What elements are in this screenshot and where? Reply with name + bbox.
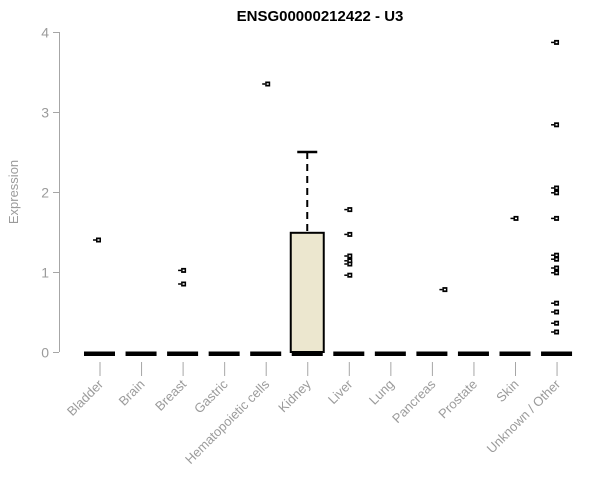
outlier-point-center [443, 288, 446, 291]
outlier-point-center [555, 302, 558, 304]
outlier-point-center [555, 311, 558, 313]
outlier-point-center [555, 322, 558, 324]
outlier-point-center [182, 283, 185, 285]
outlier-point-center [515, 217, 517, 220]
median-bar [250, 351, 282, 356]
outlier-point-center [348, 274, 351, 276]
x-tick-label: Prostate [435, 377, 480, 422]
outlier-tick [439, 288, 443, 291]
outlier-point-center [555, 217, 558, 220]
outlier-point-center [555, 267, 558, 269]
outlier-point-center [555, 272, 558, 274]
median-bar [416, 351, 448, 356]
outlier-point-center [555, 192, 558, 194]
outlier-tick [551, 41, 555, 44]
outlier-tick [551, 254, 555, 256]
outlier-point-center [348, 233, 351, 236]
y-tick-label: 1 [41, 265, 49, 281]
x-tick-label: Unknown / Other [484, 376, 564, 456]
outlier-point-center [555, 258, 558, 260]
median-bar [541, 351, 573, 356]
outlier-point-center [182, 269, 185, 272]
x-tick-label: Skin [493, 377, 521, 405]
outlier-tick [551, 187, 555, 189]
y-tick-label: 3 [41, 105, 49, 121]
x-tick-label: Liver [325, 376, 356, 407]
median-bar [208, 351, 240, 356]
outlier-tick [178, 269, 182, 272]
outlier-point-center [555, 41, 558, 44]
outlier-tick [551, 192, 555, 194]
outlier-tick [551, 302, 555, 304]
outlier-point-center [555, 187, 558, 189]
x-tick-label: Brain [116, 377, 148, 409]
median-bar [84, 351, 115, 356]
outlier-point-center [266, 83, 269, 85]
outlier-point-center [348, 208, 351, 211]
outlier-tick [551, 258, 555, 260]
outlier-tick [551, 311, 555, 313]
outlier-tick [510, 217, 514, 220]
median-bar [499, 351, 531, 356]
outlier-tick [344, 233, 348, 236]
outlier-tick [551, 124, 555, 126]
median-bar [374, 351, 406, 356]
outlier-tick [344, 255, 348, 257]
outlier-tick [551, 217, 555, 220]
median-bar [125, 351, 157, 356]
median-bar [167, 351, 199, 356]
outlier-tick [551, 267, 555, 269]
chart-title: ENSG00000212422 - U3 [236, 8, 404, 25]
median-bar [333, 351, 365, 356]
outlier-tick [344, 274, 348, 276]
x-tick-label: Kidney [275, 376, 314, 415]
outlier-point-center [555, 124, 558, 126]
outlier-tick [262, 83, 266, 85]
outlier-tick [551, 272, 555, 274]
outlier-tick [551, 331, 555, 333]
outlier-point-center [97, 239, 100, 241]
outlier-tick [344, 263, 348, 265]
median-bar [291, 351, 323, 356]
x-tick-label: Gastric [191, 376, 231, 416]
outlier-point-center [348, 260, 351, 262]
y-tick-label: 0 [41, 345, 49, 361]
outlier-point-center [555, 254, 558, 256]
box [289, 231, 325, 353]
outlier-tick [551, 322, 555, 324]
outlier-point-center [348, 255, 351, 257]
x-tick-label: Bladder [64, 376, 107, 419]
outlier-tick [93, 239, 96, 241]
outlier-point-center [555, 331, 558, 333]
outlier-point-center [348, 263, 351, 265]
x-tick-label: Breast [152, 376, 189, 413]
median-bar [457, 351, 489, 356]
outlier-tick [178, 283, 182, 285]
y-axis-title: Expression [6, 159, 21, 225]
outlier-tick [344, 260, 348, 262]
y-tick-label: 4 [41, 25, 49, 41]
y-tick-label: 2 [41, 185, 49, 201]
x-tick-label: Pancreas [389, 376, 439, 426]
x-tick-label: Lung [366, 377, 397, 408]
outlier-tick [344, 208, 348, 211]
